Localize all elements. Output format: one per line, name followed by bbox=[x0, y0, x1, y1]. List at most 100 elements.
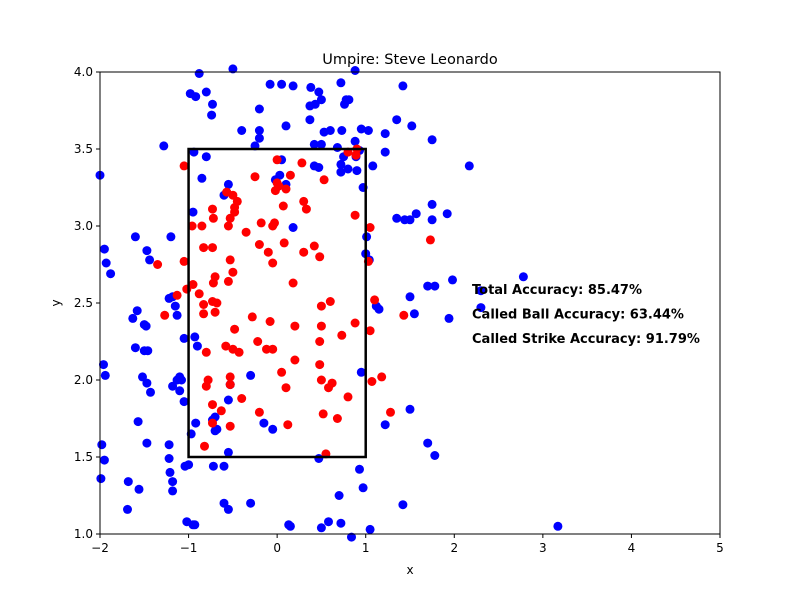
ball-point-52 bbox=[191, 92, 201, 102]
strike-point-25 bbox=[208, 400, 217, 410]
ball-point-118 bbox=[332, 143, 342, 152]
strike-point-33 bbox=[234, 347, 244, 357]
ball-point-123 bbox=[350, 136, 360, 146]
strike-point-68 bbox=[277, 367, 287, 377]
ball-point-11 bbox=[132, 306, 142, 316]
ball-point-4 bbox=[99, 360, 108, 370]
ball-point-113 bbox=[363, 126, 373, 135]
strike-point-59 bbox=[274, 181, 284, 191]
ball-point-57 bbox=[201, 152, 211, 162]
x-tick-label: 5 bbox=[716, 541, 724, 555]
strike-point-35 bbox=[223, 276, 233, 286]
y-axis-label: y bbox=[49, 299, 63, 306]
strike-point-90 bbox=[325, 297, 335, 306]
strike-zone bbox=[187, 147, 367, 459]
strike-point-91 bbox=[337, 330, 347, 340]
ball-point-148 bbox=[430, 281, 440, 291]
strike-point-64 bbox=[285, 170, 295, 180]
ball-point-137 bbox=[398, 81, 408, 91]
ball-point-1 bbox=[99, 244, 109, 254]
ball-point-3 bbox=[106, 269, 116, 279]
ball-point-80 bbox=[254, 104, 264, 114]
strike-point-14 bbox=[208, 213, 218, 223]
strike-point-81 bbox=[315, 337, 325, 346]
ball-point-94 bbox=[268, 424, 278, 434]
ball-point-140 bbox=[392, 213, 402, 223]
ball-point-153 bbox=[444, 313, 454, 323]
x-tick-label: 2 bbox=[450, 541, 458, 555]
strike-point-76 bbox=[301, 204, 311, 214]
strike-point-11 bbox=[199, 243, 209, 253]
strike-point-74 bbox=[297, 158, 307, 168]
ball-point-68 bbox=[208, 461, 218, 471]
strike-point-1 bbox=[160, 310, 170, 320]
ball-point-117 bbox=[314, 163, 324, 172]
ball-point-62 bbox=[191, 418, 201, 428]
ball-point-170 bbox=[430, 451, 440, 460]
x-tick-label: 3 bbox=[539, 541, 547, 555]
ball-point-168 bbox=[405, 404, 415, 414]
strike-point-102 bbox=[370, 295, 380, 305]
strike-point-105 bbox=[386, 407, 395, 417]
ball-point-95 bbox=[246, 498, 256, 508]
ball-point-13 bbox=[141, 321, 151, 331]
strike-point-31 bbox=[225, 380, 235, 390]
ball-point-109 bbox=[340, 99, 349, 109]
strike-point-67 bbox=[268, 344, 278, 354]
strike-point-48 bbox=[253, 337, 263, 346]
ball-point-100 bbox=[310, 99, 320, 109]
strike-point-69 bbox=[281, 383, 291, 393]
strike-point-54 bbox=[268, 258, 278, 268]
ball-point-106 bbox=[337, 126, 347, 135]
strike-point-83 bbox=[315, 360, 325, 370]
ball-point-139 bbox=[427, 135, 437, 145]
strike-point-78 bbox=[309, 241, 319, 251]
ball-point-60 bbox=[190, 332, 200, 342]
ball-point-46 bbox=[180, 461, 190, 471]
strike-point-107 bbox=[425, 235, 435, 245]
y-tick-label: 2.0 bbox=[74, 373, 93, 387]
x-tick-label: 4 bbox=[628, 541, 636, 555]
strike-point-28 bbox=[225, 421, 235, 431]
ball-point-93 bbox=[259, 418, 269, 428]
ball-point-111 bbox=[350, 66, 360, 75]
ball-point-55 bbox=[207, 110, 217, 120]
strike-point-34 bbox=[230, 324, 240, 334]
strike-point-70 bbox=[290, 321, 300, 331]
ball-point-84 bbox=[277, 79, 287, 89]
strike-point-85 bbox=[318, 409, 328, 419]
ball-point-165 bbox=[347, 532, 356, 542]
ball-point-90 bbox=[281, 121, 291, 131]
annotation-1: Called Ball Accuracy: 63.44% bbox=[472, 307, 684, 322]
ball-point-24 bbox=[123, 504, 132, 514]
ball-point-172 bbox=[553, 521, 563, 531]
ball-point-54 bbox=[208, 99, 217, 109]
ball-point-6 bbox=[97, 440, 107, 450]
strike-point-103 bbox=[367, 377, 377, 386]
x-tick-label: 1 bbox=[362, 541, 370, 555]
strike-point-101 bbox=[365, 326, 375, 336]
ball-point-134 bbox=[380, 147, 390, 157]
strike-point-73 bbox=[262, 344, 271, 354]
x-tick-label: −1 bbox=[180, 541, 198, 555]
ball-point-143 bbox=[411, 209, 421, 219]
ball-point-154 bbox=[476, 286, 486, 296]
ball-point-160 bbox=[336, 518, 346, 528]
strike-point-2 bbox=[172, 290, 182, 300]
strike-point-106 bbox=[399, 310, 409, 320]
strike-point-29 bbox=[221, 341, 231, 351]
strike-point-49 bbox=[254, 407, 264, 417]
strike-point-65 bbox=[288, 278, 298, 288]
ball-point-158 bbox=[316, 523, 326, 533]
ball-point-70 bbox=[223, 447, 233, 457]
strike-point-44 bbox=[230, 207, 240, 217]
strike-point-51 bbox=[256, 218, 266, 228]
strike-point-66 bbox=[265, 317, 275, 326]
ball-point-122 bbox=[343, 164, 353, 174]
strike-point-38 bbox=[223, 221, 233, 231]
ball-point-73 bbox=[223, 395, 233, 405]
x-axis-ticks: −2 −1 0 1 2 3 4 5 bbox=[91, 534, 724, 555]
ball-point-161 bbox=[334, 491, 344, 500]
ball-point-82 bbox=[254, 133, 264, 143]
